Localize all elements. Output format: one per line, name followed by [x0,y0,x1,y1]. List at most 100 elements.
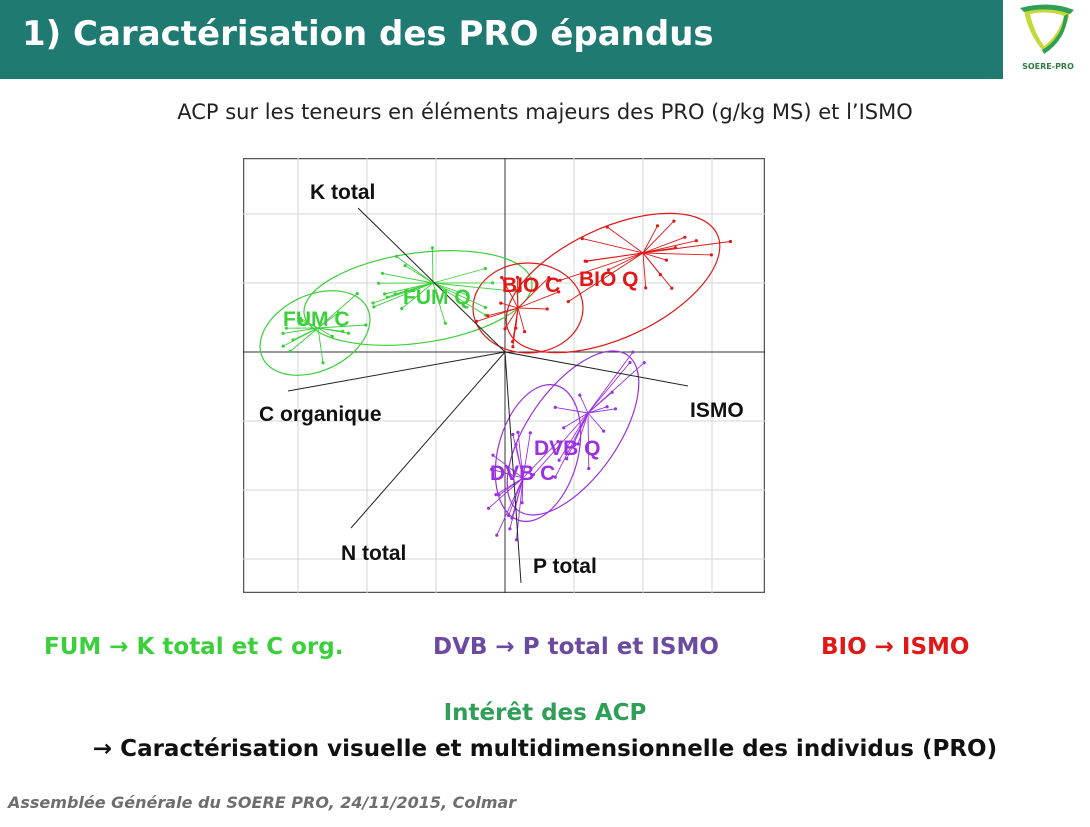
individual-point [393,292,397,296]
logo-text: SOERE-PRO [1022,62,1074,71]
individual-point [515,275,519,279]
individual-point [394,254,399,258]
individual-point [694,239,698,243]
individual-ray [498,477,524,496]
individual-point [628,360,632,365]
individual-point [491,453,495,457]
individual-point [610,390,614,394]
individual-point [355,292,359,296]
summary-fum: FUM → K total et C org. [44,634,344,660]
ellipse-fum-q [303,250,533,346]
individual-point [528,431,532,435]
title-bar: 1) Caractérisation des PRO épandus [0,0,1003,79]
individual-ray [587,351,634,414]
individual-point [672,219,676,223]
individual-ray [384,282,434,295]
individual-ray [432,282,486,308]
individual-point [371,301,375,305]
individual-point [474,319,479,323]
individual-point [562,426,566,430]
individual-point [658,273,662,277]
individual-ray [516,277,519,309]
individual-ray [317,327,349,334]
individual-point [466,293,470,297]
individual-point [514,538,518,542]
individual-point [346,331,351,335]
individual-ray [587,412,590,469]
individual-ray [290,327,319,352]
individual-ray [587,408,616,414]
individual-point [299,319,303,323]
individual-point [483,266,487,271]
individual-point [580,237,584,241]
individual-ray [517,307,526,332]
individual-ray [642,220,675,254]
individual-ray [517,432,524,479]
ellipse-bio-c [472,262,584,354]
individual-point [664,258,669,262]
individual-point [557,290,561,294]
arrow-k-total [357,207,506,353]
individual-ray [317,327,333,337]
individual-point [520,501,524,505]
individual-ray [568,252,644,302]
individual-ray [511,477,524,519]
individual-ray [488,477,524,509]
individual-point [299,316,303,321]
individual-point [545,307,549,311]
group-label-dvb-c: DVB C [490,462,555,485]
individual-ray [563,412,589,429]
individual-ray [642,252,667,261]
individual-point [547,276,551,280]
var-label-ismo: ISMO [690,399,744,422]
individual-point [494,493,498,497]
individual-point [728,239,732,244]
individual-point [491,281,495,285]
interet-heading: Intérêt des ACP [443,700,647,726]
individual-point [644,286,648,290]
individual-point [558,278,562,282]
individual-point [499,301,503,305]
summary-dvb: DVB → P total et ISMO [433,634,719,660]
individual-ray [608,252,644,271]
individual-ray [512,434,524,479]
group-label-fum-q: FUM Q [403,286,471,309]
individual-point [511,432,515,437]
individual-point [587,466,591,471]
individual-point [443,321,447,325]
individual-point [288,349,292,353]
individual-point [673,246,678,250]
ellipse-dvb-c [494,383,582,523]
group-label-dvb-q: DVB Q [534,437,601,460]
individual-point [291,338,295,342]
individual-ray [487,307,519,317]
individual-point [364,323,368,327]
individual-point [507,513,511,518]
pca-biplot: K total C organique N total P total ISMO… [243,158,765,593]
individual-ray [642,252,661,275]
group-label-bio-c: BIO C [502,274,560,297]
var-label-n-total: N total [341,542,406,565]
var-label-k-total: K total [310,181,375,204]
individual-ray [577,412,589,445]
individual-point [489,467,494,471]
individual-ray [317,312,339,329]
individual-ray [282,327,319,334]
individual-ray [496,477,524,536]
individual-ray [642,225,658,254]
individual-point [321,361,325,365]
individual-point [578,393,582,397]
individual-ray [432,282,468,296]
individual-point [553,405,557,409]
ellipse-dvb-q [506,350,640,516]
individual-point [495,533,499,537]
individual-ray [558,412,589,461]
individual-point [487,506,491,510]
individual-ray [642,241,731,254]
individual-ray [432,282,446,324]
individual-ray [587,362,631,414]
individual-ray [579,394,589,414]
individual-point [380,271,384,275]
individual-ray [517,291,559,309]
individual-point [670,286,674,290]
